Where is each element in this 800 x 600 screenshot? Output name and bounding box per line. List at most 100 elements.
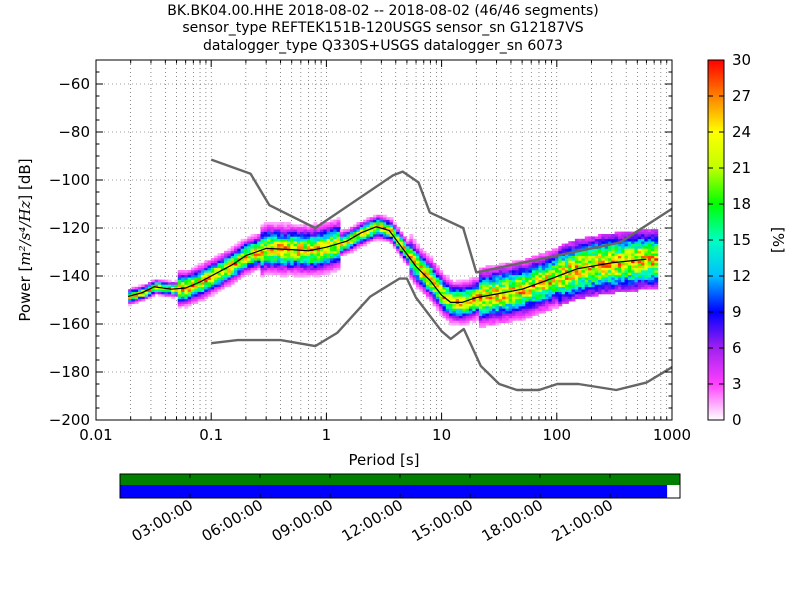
- heatmap-cell: [273, 248, 278, 252]
- heatmap-cell: [303, 258, 308, 261]
- heatmap-cell: [200, 267, 205, 271]
- heatmap-cell: [525, 284, 530, 288]
- heatmap-cell: [359, 226, 364, 230]
- heatmap-cell: [253, 260, 258, 264]
- heatmap-cell: [468, 277, 473, 280]
- heatmap-cell: [607, 289, 612, 292]
- heatmap-cell: [356, 246, 361, 249]
- heatmap-cell: [617, 246, 622, 249]
- heatmap-cell: [611, 236, 616, 240]
- heatmap-cell: [333, 250, 338, 254]
- heatmap-cell: [594, 250, 599, 254]
- heatmap-cell: [581, 238, 586, 242]
- heatmap-cell: [555, 248, 559, 252]
- heatmap-cell: [214, 279, 219, 283]
- heatmap-cell: [531, 272, 536, 276]
- heatmap-cell: [548, 294, 553, 297]
- heatmap-cell: [624, 243, 629, 247]
- heatmap-cell: [449, 289, 454, 292]
- heatmap-cell: [204, 274, 209, 278]
- heatmap-cell: [545, 306, 549, 309]
- heatmap-cell: [356, 234, 361, 237]
- heatmap-cell: [558, 296, 563, 300]
- heatmap-cell: [280, 224, 285, 228]
- heatmap-cell: [419, 253, 424, 256]
- heatmap-cell: [574, 296, 579, 300]
- heatmap-cell: [359, 236, 364, 240]
- heatmap-cell: [495, 270, 500, 273]
- heatmap-cell: [604, 248, 609, 252]
- heatmap-cell: [518, 267, 523, 271]
- heatmap-cell: [353, 243, 358, 247]
- heatmap-cell: [571, 286, 576, 290]
- heatmap-cell: [644, 262, 649, 266]
- heatmap-cell: [273, 260, 278, 264]
- heatmap-cell: [598, 270, 602, 273]
- heatmap-cell: [230, 265, 235, 268]
- heatmap-cell: [260, 274, 265, 278]
- heatmap-cell: [379, 231, 384, 235]
- y-axis-label-prefix: Power [: [16, 266, 34, 322]
- heatmap-cell: [422, 286, 427, 290]
- heatmap-cell: [455, 313, 460, 316]
- heatmap-cell: [614, 262, 619, 266]
- heatmap-cell: [359, 222, 364, 225]
- heatmap-cell: [528, 286, 533, 290]
- heatmap-cell: [521, 306, 526, 309]
- heatmap-cell: [412, 253, 417, 256]
- heatmap-cell: [432, 262, 437, 266]
- heatmap-cell: [531, 310, 536, 314]
- heatmap-cell: [650, 238, 655, 242]
- heatmap-cell: [220, 255, 225, 259]
- heatmap-cell: [462, 308, 467, 312]
- heatmap-cell: [386, 224, 391, 228]
- heatmap-cell: [230, 260, 235, 264]
- heatmap-cell: [277, 253, 281, 256]
- heatmap-cell: [429, 291, 434, 295]
- heatmap-cell: [419, 289, 424, 292]
- heatmap-cell: [346, 229, 351, 232]
- heatmap-cell: [442, 294, 447, 297]
- heatmap-cell: [273, 267, 278, 271]
- heatmap-cell: [492, 308, 497, 312]
- heatmap-cell: [429, 282, 434, 285]
- heatmap-cell: [144, 294, 149, 297]
- heatmap-cell: [425, 260, 430, 264]
- heatmap-cell: [531, 255, 536, 259]
- heatmap-cell: [313, 241, 318, 244]
- heatmap-cell: [277, 222, 281, 225]
- heatmap-cell: [555, 298, 559, 302]
- heatmap-cell: [316, 274, 321, 278]
- heatmap-cell: [581, 270, 586, 273]
- heatmap-cell: [247, 270, 252, 273]
- heatmap-cell: [336, 255, 341, 259]
- heatmap-cell: [555, 258, 559, 261]
- heatmap-cell: [604, 253, 609, 256]
- heatmap-cell: [250, 258, 255, 261]
- heatmap-cell: [416, 255, 420, 259]
- heatmap-cell: [250, 250, 255, 254]
- heatmap-cell: [591, 282, 596, 285]
- heatmap-cell: [323, 267, 328, 271]
- heatmap-cell: [277, 250, 281, 254]
- heatmap-cell: [263, 260, 268, 264]
- heatmap-cell: [429, 262, 434, 266]
- heatmap-cell: [243, 270, 248, 273]
- heatmap-cell: [293, 231, 298, 235]
- heatmap-cell: [631, 238, 636, 242]
- colorbar-label: [%]: [769, 227, 787, 253]
- heatmap-cell: [468, 291, 473, 295]
- heatmap-cell: [465, 279, 470, 283]
- heatmap-cell: [535, 294, 540, 297]
- heatmap-cell: [594, 236, 599, 240]
- heatmap-cell: [207, 284, 212, 288]
- heatmap-cell: [564, 258, 569, 261]
- heatmap-cell: [227, 279, 232, 283]
- heatmap-cell: [339, 236, 344, 240]
- heatmap-cell: [531, 301, 536, 304]
- heatmap-cell: [647, 282, 652, 285]
- heatmap-cell: [591, 243, 596, 247]
- heatmap-cell: [551, 253, 556, 256]
- heatmap-cell: [283, 241, 288, 244]
- heatmap-cell: [432, 279, 437, 283]
